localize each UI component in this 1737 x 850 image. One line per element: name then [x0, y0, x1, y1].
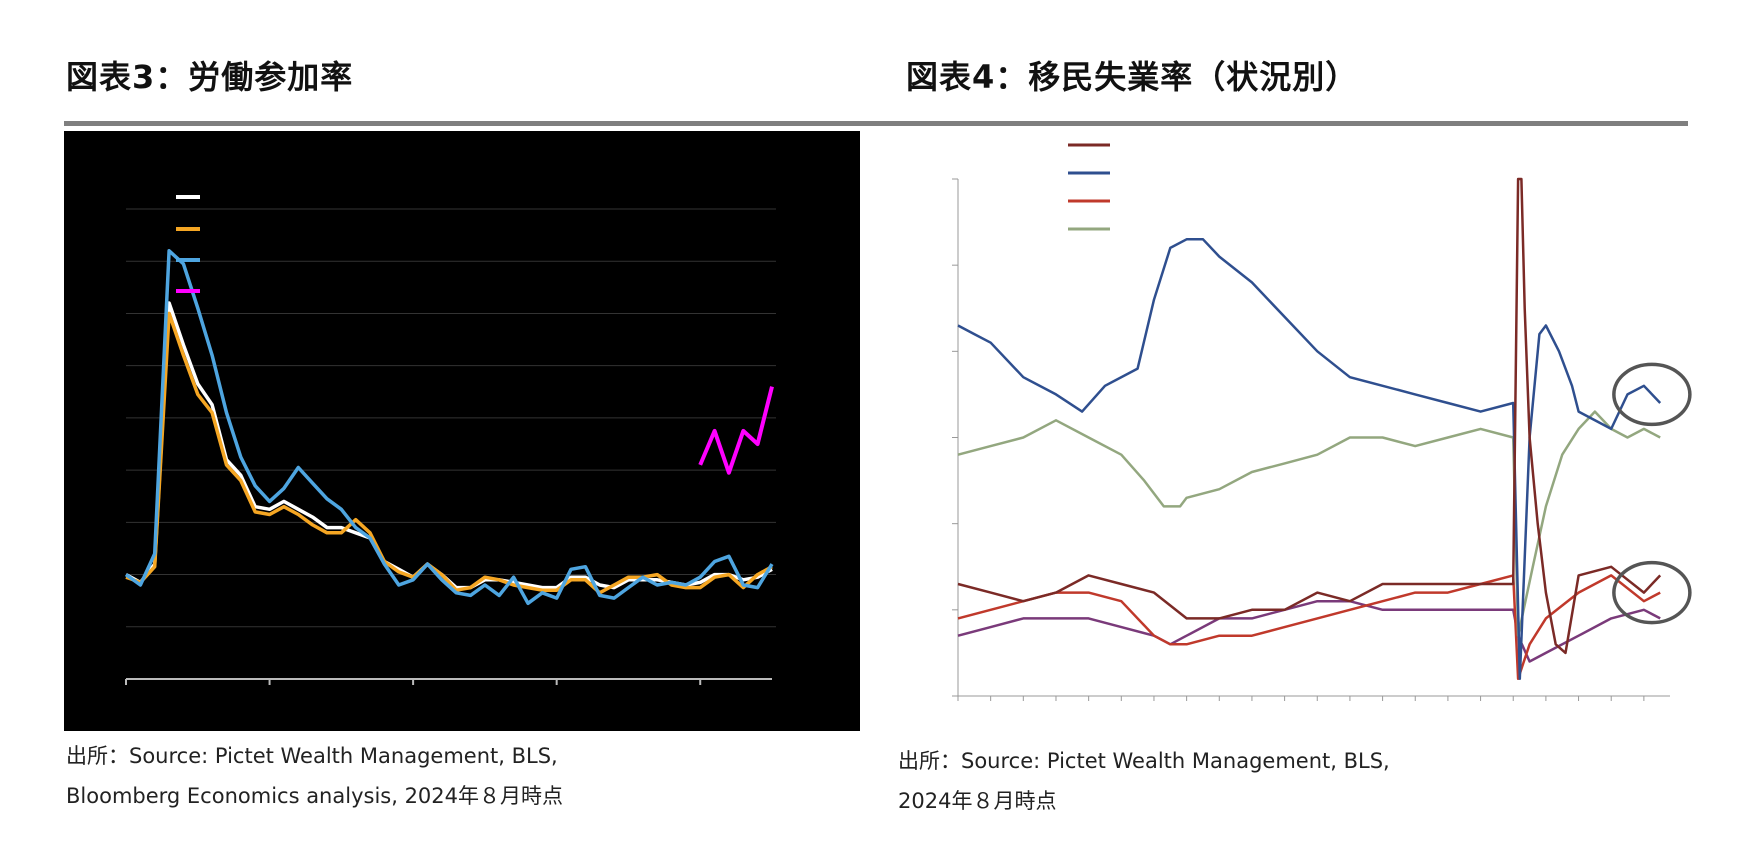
chart2-series-line-3 [957, 410, 1661, 637]
right-figure-title: 図表4：移民失業率（状況別） [906, 58, 1359, 96]
chart2-series-line-4 [957, 599, 1661, 663]
chart2-series-line-2 [957, 574, 1661, 681]
chart2-highlight-circle [1612, 560, 1692, 625]
chart1-background [64, 131, 860, 731]
left-source: 出所：Source: Pictet Wealth Management, BLS… [66, 736, 563, 816]
left-figure-title: 図表3：労働参加率 [66, 58, 354, 96]
chart2-highlight-circle [1612, 362, 1692, 427]
left-source-line1: 出所：Source: Pictet Wealth Management, BLS… [66, 744, 558, 768]
chart1-series-line-3 [698, 386, 774, 475]
chart2-series-line-1 [957, 238, 1662, 681]
right-chart [952, 143, 1692, 701]
chart1-series-line-1 [125, 311, 773, 595]
title-divider [64, 121, 1688, 126]
left-chart [64, 131, 860, 731]
chart2-series-line-0 [957, 177, 1662, 655]
left-source-line2: Bloomberg Economics analysis, 2024年８月時点 [66, 784, 564, 808]
chart1-series-line-2 [124, 249, 774, 606]
right-source-line2: 2024年８月時点 [898, 789, 1057, 813]
right-source-line1: 出所：Source: Pictet Wealth Management, BLS… [898, 749, 1390, 773]
right-source: 出所：Source: Pictet Wealth Management, BLS… [898, 741, 1390, 821]
